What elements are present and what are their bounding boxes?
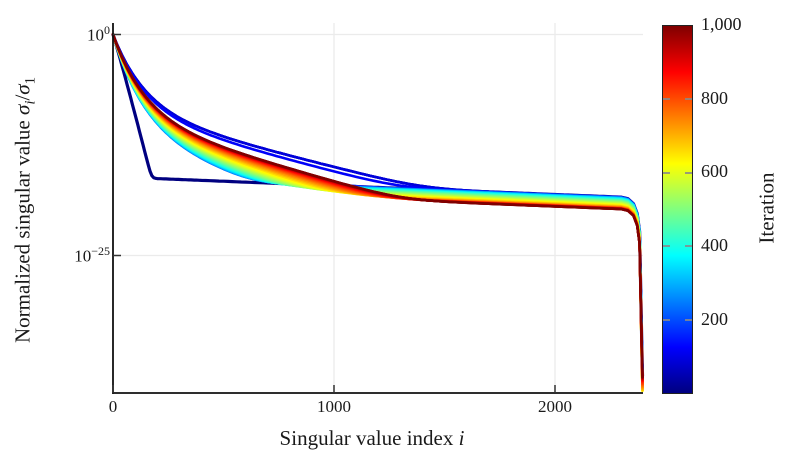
axis-lines	[112, 23, 643, 394]
colorbar-tick-label-800: 800	[701, 88, 728, 108]
x-axis-label: Singular value index i	[280, 426, 465, 451]
y-tick-label-1e-25: 10−25	[74, 244, 110, 266]
colorbar-tick-mark	[663, 171, 670, 174]
curve-iteration-540	[111, 33, 644, 391]
x-tick-label-1000: 1000	[317, 397, 351, 416]
sigma-i-symbol: σ	[10, 104, 35, 115]
x-axis-label-text: Singular value index	[279, 426, 459, 450]
fraction-slash: /	[10, 94, 35, 101]
x-tick-label-2000: 2000	[538, 397, 572, 416]
sigma-1-subscript: 1	[22, 76, 39, 85]
curve-iteration-780	[111, 33, 644, 387]
y-tick-base: 10	[87, 25, 104, 45]
curve-iteration-720	[111, 33, 644, 390]
colorbar-tick-mark	[663, 319, 670, 322]
gridlines	[113, 23, 643, 393]
curve-iteration-600	[111, 33, 644, 393]
colorbar-tick-label-400: 400	[701, 235, 728, 255]
curves	[111, 32, 645, 393]
curve-iteration-690	[111, 33, 644, 391]
curve-iteration-630	[111, 33, 644, 393]
y-tick-exp: −25	[91, 244, 110, 258]
curve-iteration-480	[111, 33, 644, 388]
sigma-1-symbol: σ	[10, 84, 35, 95]
colorbar-tick-mark	[685, 97, 692, 100]
y-tick-label-1e0: 100	[87, 23, 110, 45]
colorbar-tick-mark	[663, 245, 670, 248]
curve-iteration-420	[111, 33, 644, 385]
x-tick-label-0: 0	[108, 397, 118, 416]
y-axis-label-text: Normalized singular value	[10, 114, 35, 344]
curve-iteration-450	[111, 33, 644, 387]
y-axis-label: Normalized singular value σi/σ1	[10, 77, 39, 343]
curve-iteration-390	[111, 33, 644, 384]
curve-iteration-660	[111, 33, 644, 392]
colorbar-tick-label-600: 600	[701, 161, 728, 181]
x-axis-label-var: i	[458, 426, 465, 450]
curve-iteration-840	[111, 33, 644, 384]
colorbar-tick-mark	[685, 245, 692, 248]
curve-iteration-810	[111, 33, 644, 386]
curve-iteration-1000	[111, 33, 644, 379]
y-tick-base: 10	[74, 246, 92, 266]
curve-iteration-750	[111, 33, 644, 389]
curve-iteration-510	[111, 33, 644, 390]
colorbar-tick-label-1000: 1,000	[701, 14, 742, 34]
sigma-i-subscript: i	[22, 100, 39, 105]
curve-iteration-570	[111, 33, 644, 392]
colorbar-tick-label-200: 200	[701, 309, 728, 329]
colorbar-tick-mark	[663, 97, 670, 100]
y-tick-exp: 0	[104, 23, 110, 37]
colorbar-label: Iteration	[754, 172, 779, 244]
colorbar	[662, 25, 693, 394]
colorbar-tick-mark	[685, 171, 692, 174]
axis-ticks	[112, 33, 556, 393]
colorbar-tick-mark	[685, 319, 692, 322]
